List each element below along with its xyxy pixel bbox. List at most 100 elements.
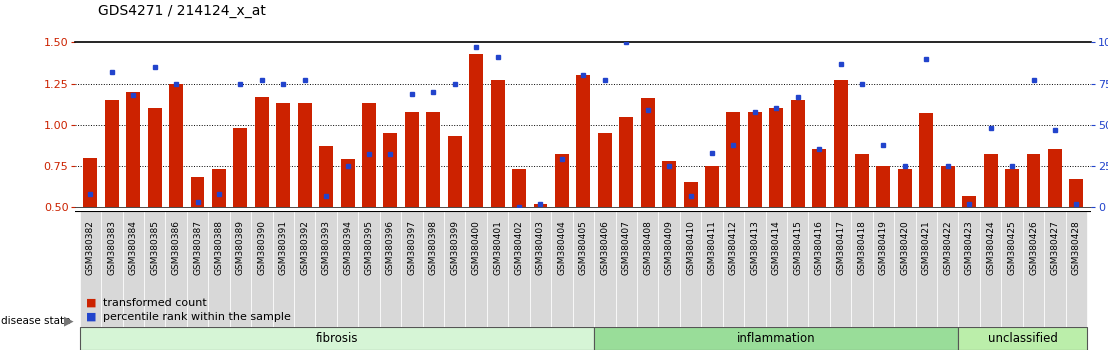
Bar [663,161,676,207]
Bar [598,133,612,207]
Text: GSM380425: GSM380425 [1007,220,1016,275]
Text: GSM380394: GSM380394 [343,220,352,275]
Bar [937,211,958,327]
Text: GSM380417: GSM380417 [837,220,845,275]
Bar [766,211,787,327]
Bar [1066,211,1087,327]
Text: GSM380402: GSM380402 [514,220,524,275]
Bar [404,112,419,207]
Bar [534,204,547,207]
Bar [640,98,655,207]
Bar [855,154,869,207]
Bar [255,97,269,207]
Text: fibrosis: fibrosis [316,332,358,346]
Text: GSM380395: GSM380395 [365,220,373,275]
Bar [833,80,848,207]
Text: GSM380415: GSM380415 [793,220,802,275]
Bar [745,211,766,327]
Bar [358,211,380,327]
Bar [637,211,658,327]
Bar [144,211,165,327]
Text: GSM380399: GSM380399 [450,220,459,275]
Bar [727,112,740,207]
Bar [427,112,440,207]
Bar [1069,179,1084,207]
Bar [212,169,226,207]
Bar [83,158,98,207]
Bar [512,169,526,207]
Text: GSM380404: GSM380404 [557,220,566,275]
Bar [897,169,912,207]
Text: inflammation: inflammation [737,332,815,346]
Bar [876,166,891,207]
Bar [576,75,591,207]
Text: GSM380422: GSM380422 [943,220,952,275]
Bar [465,211,486,327]
Text: GSM380420: GSM380420 [901,220,910,275]
Bar [701,211,722,327]
Text: GSM380413: GSM380413 [750,220,759,275]
Text: GSM380383: GSM380383 [107,220,116,275]
Text: ■: ■ [86,312,96,322]
Bar [920,113,933,207]
Text: GSM380397: GSM380397 [408,220,417,275]
Text: GSM380405: GSM380405 [578,220,588,275]
Bar [170,84,183,207]
Bar [448,136,462,207]
Text: percentile rank within the sample: percentile rank within the sample [103,312,291,322]
Text: GSM380398: GSM380398 [429,220,438,275]
Bar [298,103,311,207]
Text: GSM380428: GSM380428 [1071,220,1081,275]
Text: GSM380387: GSM380387 [193,220,202,275]
Bar [551,211,573,327]
Bar [509,211,530,327]
Bar [915,211,937,327]
Bar [319,146,334,207]
Text: transformed count: transformed count [103,298,207,308]
Text: GSM380389: GSM380389 [236,220,245,275]
Bar [234,128,247,207]
Text: GSM380421: GSM380421 [922,220,931,275]
Bar [208,211,229,327]
Text: GSM380384: GSM380384 [129,220,137,275]
Bar [252,211,273,327]
Bar [383,133,398,207]
Bar [486,211,509,327]
Bar [941,166,955,207]
Text: GSM380424: GSM380424 [986,220,995,275]
Bar [812,149,827,207]
Text: GSM380416: GSM380416 [814,220,823,275]
Bar [594,327,958,350]
Text: GSM380391: GSM380391 [279,220,288,275]
Text: GSM380412: GSM380412 [729,220,738,275]
Bar [1002,211,1023,327]
Bar [530,211,551,327]
Bar [979,211,1002,327]
Bar [401,211,422,327]
Bar [894,211,915,327]
Bar [80,211,101,327]
Bar [165,211,187,327]
Text: GSM380407: GSM380407 [622,220,630,275]
Text: GSM380382: GSM380382 [85,220,95,275]
Bar [273,211,294,327]
Bar [337,211,358,327]
Bar [362,103,376,207]
Bar [123,211,144,327]
Bar [187,211,208,327]
Text: GSM380392: GSM380392 [300,220,309,275]
Bar [769,108,783,207]
Text: GSM380426: GSM380426 [1029,220,1038,275]
Text: GSM380414: GSM380414 [772,220,781,275]
Text: unclassified: unclassified [988,332,1058,346]
Bar [80,327,594,350]
Bar [491,80,504,207]
Bar [684,182,698,207]
Text: GSM380390: GSM380390 [257,220,266,275]
Text: GSM380409: GSM380409 [665,220,674,275]
Text: GSM380401: GSM380401 [493,220,502,275]
Text: GSM380400: GSM380400 [472,220,481,275]
Bar [873,211,894,327]
Bar [105,100,119,207]
Bar [722,211,745,327]
